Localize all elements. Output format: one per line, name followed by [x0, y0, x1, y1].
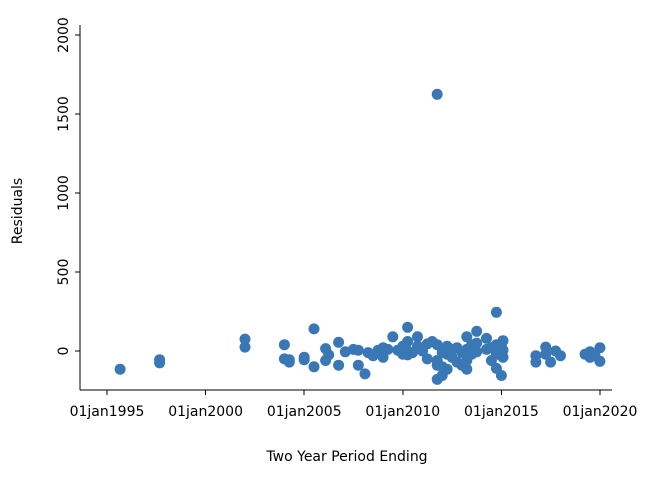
data-point	[239, 341, 251, 353]
x-axis-title: Two Year Period Ending	[265, 449, 427, 465]
data-point	[333, 336, 345, 348]
data-point	[441, 363, 453, 375]
data-point	[540, 348, 552, 360]
data-point	[154, 357, 166, 369]
data-point	[359, 368, 371, 380]
y-tick-label: 2000	[56, 17, 72, 53]
data-point	[471, 337, 483, 349]
data-point	[497, 351, 509, 363]
data-point	[333, 359, 345, 371]
data-point	[387, 331, 399, 343]
data-point	[490, 306, 502, 318]
data-point	[308, 361, 320, 373]
y-tick-label: 500	[56, 259, 72, 286]
data-point	[471, 325, 483, 337]
y-tick-label: 0	[56, 347, 72, 356]
data-points	[114, 88, 606, 385]
x-axis-ticks: 01jan1995 01jan2000 01jan2005 01jan2010 01ja…	[70, 390, 638, 420]
data-point	[461, 331, 473, 343]
data-point	[377, 351, 389, 363]
data-point	[594, 355, 606, 367]
data-point	[545, 356, 557, 368]
data-point	[461, 363, 473, 375]
data-point	[323, 349, 335, 361]
data-point	[530, 356, 542, 368]
y-axis-ticks: 0 500 1000 1500 2000	[56, 17, 80, 355]
x-tick-label: 01jan2010	[365, 404, 440, 420]
data-point	[298, 354, 310, 366]
data-point	[495, 370, 507, 381]
data-point	[308, 323, 320, 335]
data-point	[431, 339, 443, 351]
x-tick-label: 01jan2000	[168, 404, 243, 420]
x-tick-label: 01jan2020	[563, 404, 638, 420]
data-point	[421, 353, 433, 365]
data-point	[431, 88, 443, 100]
data-point	[555, 350, 566, 362]
data-point	[594, 342, 606, 354]
x-tick-label: 01jan1995	[70, 404, 145, 420]
data-point	[283, 354, 295, 366]
data-point	[402, 336, 414, 347]
y-tick-label: 1500	[56, 96, 72, 132]
data-point	[471, 346, 483, 358]
y-axis-title: Residuals	[10, 178, 26, 244]
data-point	[352, 359, 364, 371]
data-point	[382, 343, 394, 355]
x-tick-label: 01jan2005	[267, 404, 342, 420]
data-point	[352, 344, 364, 356]
data-point	[114, 363, 126, 375]
data-point	[497, 335, 509, 347]
data-point	[402, 321, 414, 333]
data-point	[481, 332, 492, 344]
data-point	[278, 339, 290, 351]
data-point	[412, 331, 423, 343]
y-tick-label: 1000	[56, 175, 72, 211]
data-point	[239, 333, 251, 345]
x-tick-label: 01jan2015	[464, 404, 539, 420]
